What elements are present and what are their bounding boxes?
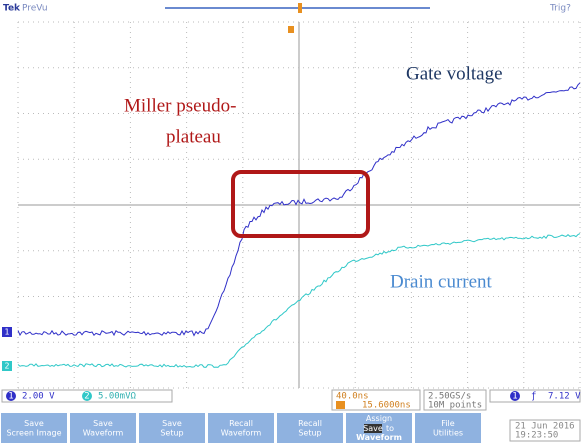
- delay-icon: [336, 401, 345, 409]
- menu-label: Waveform: [83, 428, 124, 437]
- menu-label: Recall: [298, 419, 322, 428]
- ch2-scale: 5.00mVΩ: [98, 392, 137, 402]
- menu-label: Utilities: [433, 428, 463, 437]
- menu-label: File: [441, 419, 454, 428]
- ch2-badge-label: 2: [84, 392, 89, 402]
- trigger-level: 7.12 V: [548, 392, 581, 402]
- gate-label: Gate voltage: [406, 63, 503, 84]
- menu-label: Save: [93, 419, 113, 428]
- ch1-marker-label: 1: [4, 328, 9, 337]
- menu-label: to: [386, 424, 394, 433]
- trigger-marker: [288, 26, 294, 33]
- menu-label: Waveform: [221, 428, 262, 437]
- trigger-channel: 1: [512, 392, 517, 402]
- time: 19:23:50: [515, 431, 558, 441]
- mode: PreVu: [22, 4, 48, 14]
- brand: Tek: [3, 4, 21, 14]
- trigger-status: Trig?: [549, 4, 571, 14]
- menu-label: Assign: [366, 414, 392, 423]
- menu-label: Recall: [229, 419, 253, 428]
- ch1-scale: 2.00 V: [22, 392, 55, 402]
- menu-label: Setup: [298, 428, 321, 437]
- trigger-slope: ƒ: [531, 392, 536, 402]
- ch2-marker-label: 2: [4, 362, 9, 371]
- menu-label: Screen Image: [6, 428, 61, 437]
- record-length: 10M points: [428, 401, 482, 411]
- miller-label: plateau: [166, 126, 221, 147]
- drain-label: Drain current: [390, 271, 493, 292]
- scope-screen: Tek PreVu Trig? Gate voltage Miller pseu…: [0, 0, 582, 443]
- timebase-delay: 15.6000ns: [362, 401, 411, 411]
- menu-label: Setup: [160, 428, 183, 437]
- menu-badge: Save: [363, 424, 383, 433]
- ch1-badge-label: 1: [8, 392, 13, 402]
- menu-label: Save: [162, 419, 182, 428]
- menu-label: Save: [24, 419, 44, 428]
- miller-label: Miller pseudo-: [124, 95, 236, 116]
- menu-label: Waveform: [356, 433, 402, 442]
- record-marker: [298, 3, 302, 13]
